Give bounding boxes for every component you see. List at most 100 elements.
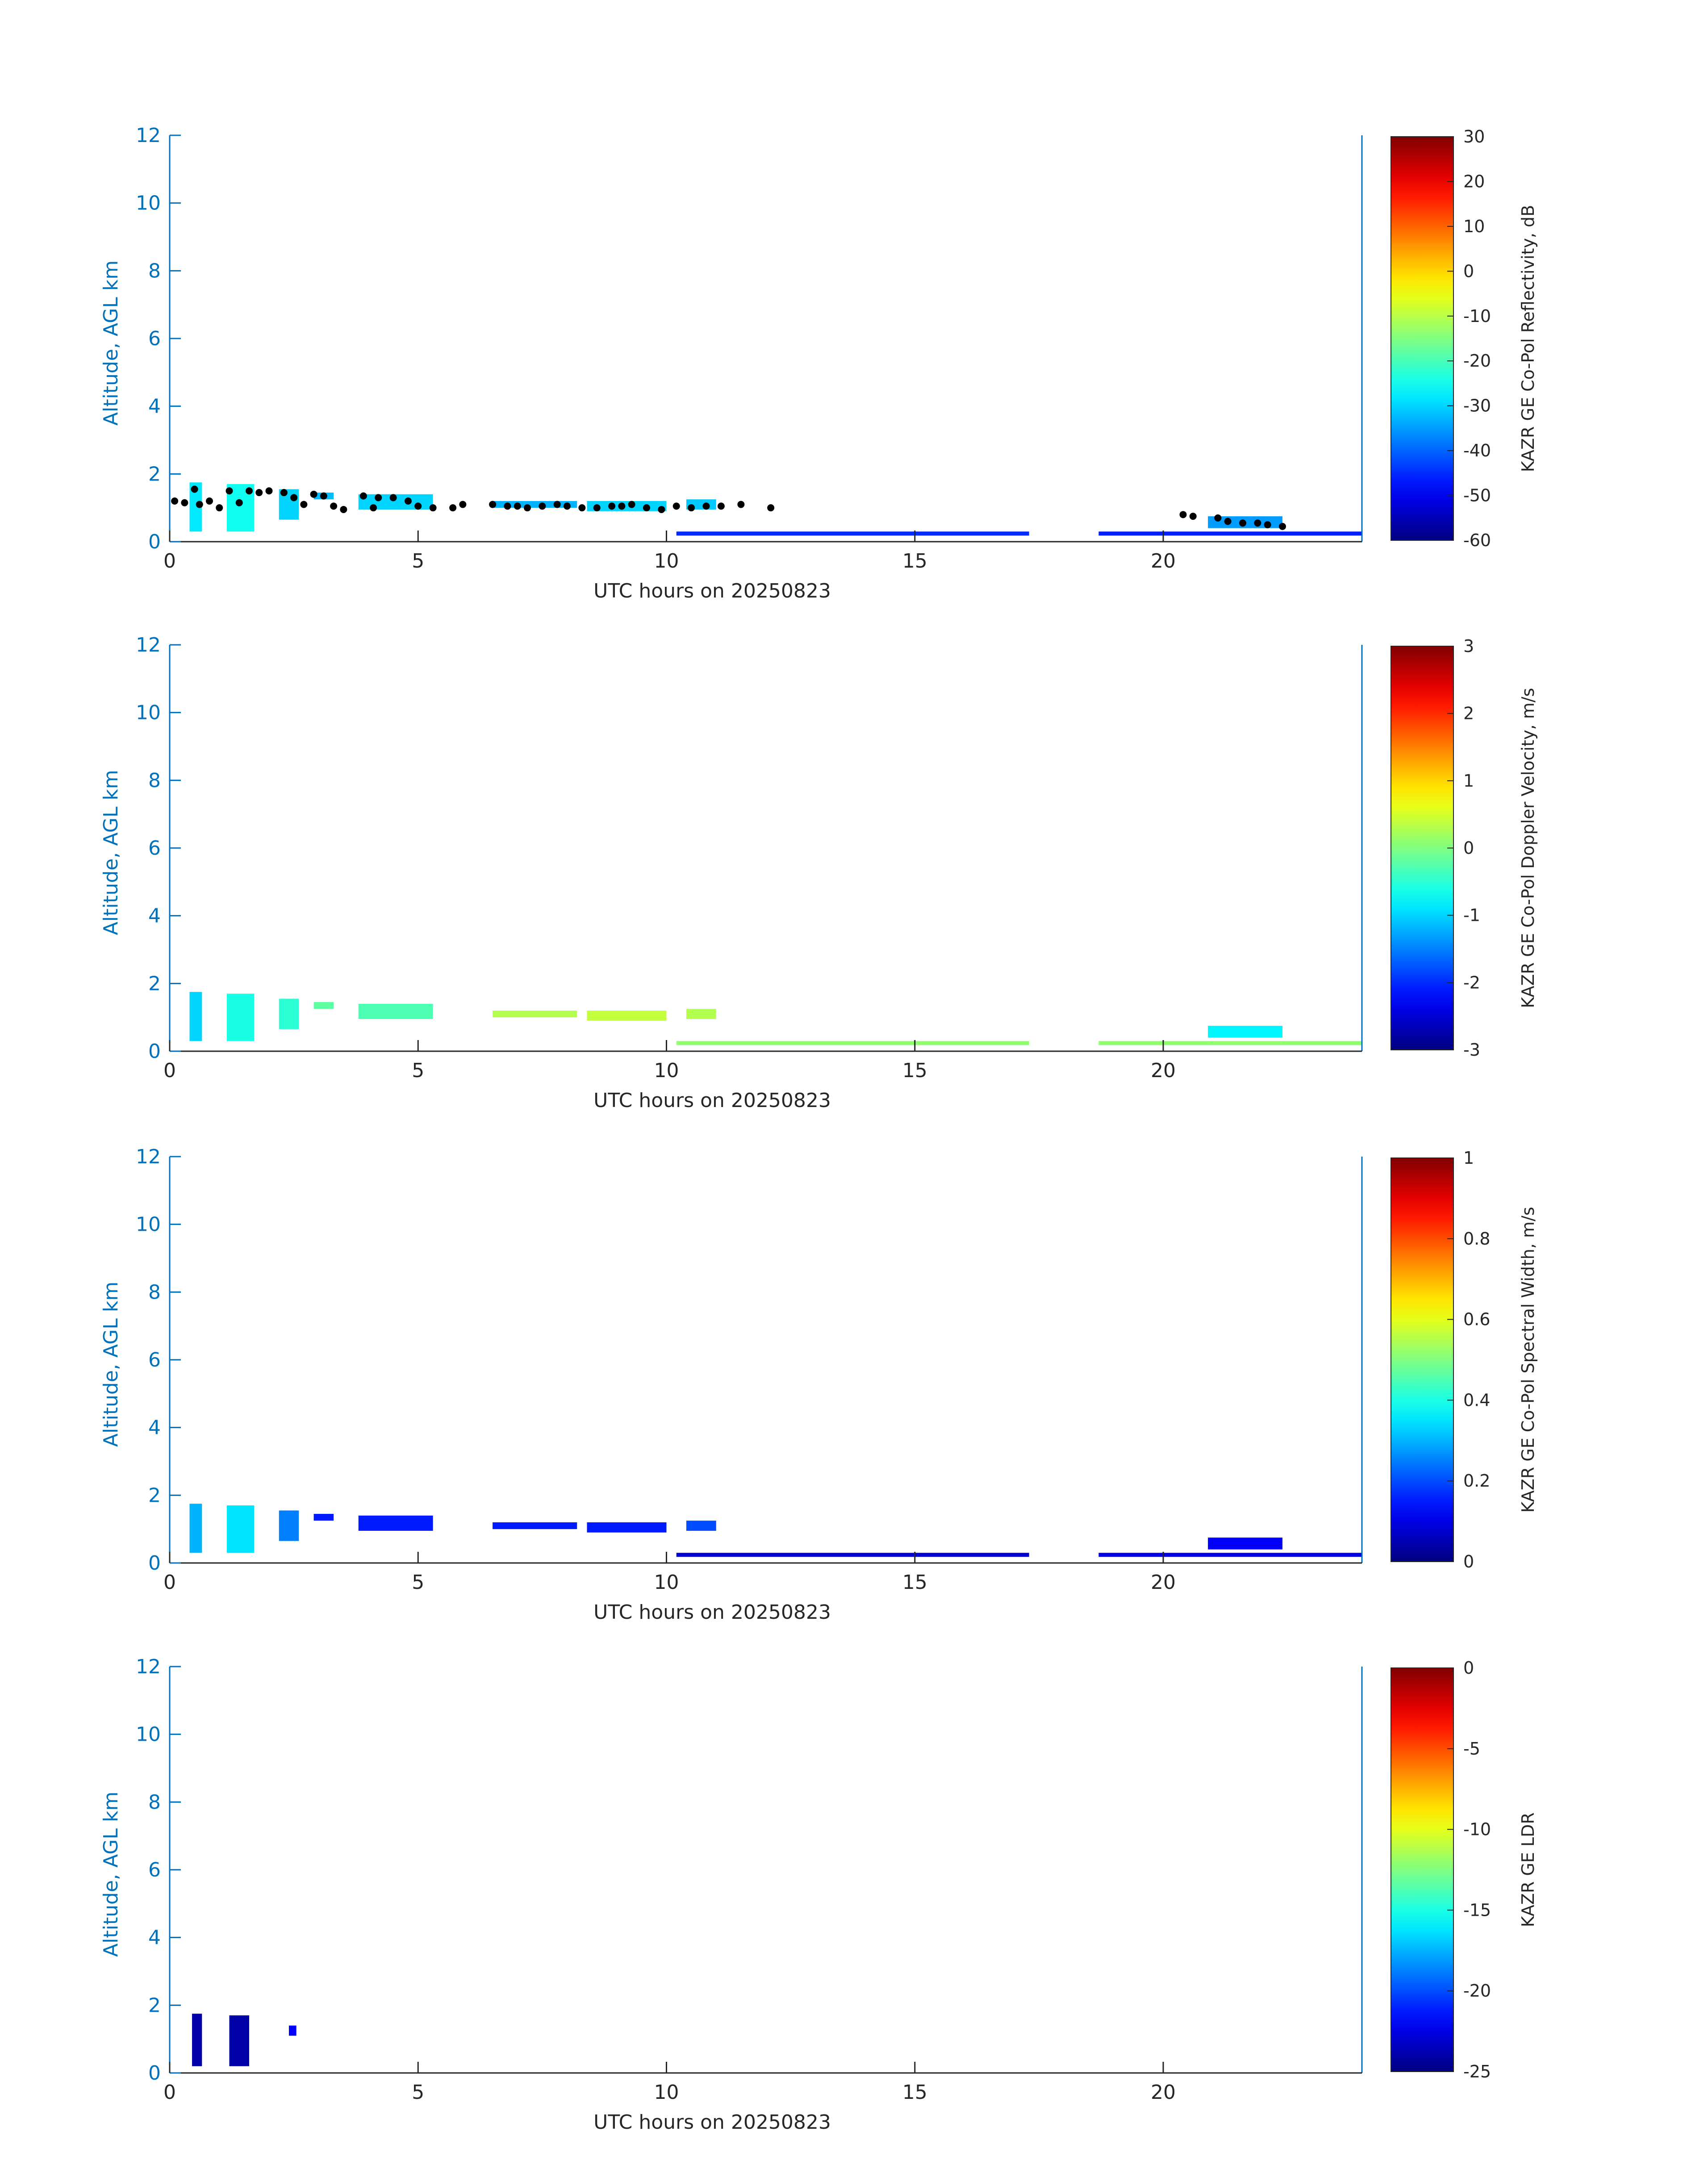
y-tick-label: 10 [136,1723,161,1746]
cloud-base-point [265,487,273,495]
echo-region [1208,1026,1282,1038]
cloud-base-point [504,502,511,510]
colorbar [1391,1667,1454,2072]
echo-region [493,1011,577,1018]
echo-layer [189,1504,1362,1557]
cloud-base-point [564,502,571,510]
cloud-base-point [1279,522,1286,530]
y-tick-label: 12 [136,1145,161,1168]
echo-region [676,531,1029,536]
y-tick-label: 6 [148,327,161,350]
y-tick-label: 8 [148,769,161,792]
echo-region [1098,1041,1362,1045]
echo-region [313,1002,334,1009]
cloud-base-point [737,501,745,508]
cloud-base-point [514,502,521,510]
y-tick-label: 12 [136,1655,161,1678]
y-tick-label: 2 [148,972,161,995]
cloud-base-point [255,489,263,497]
cloud-base-point [1214,514,1222,522]
cloud-base-point [767,504,775,512]
cloud-base-point [246,487,253,495]
cloud-base-point [553,501,561,508]
cloud-base-point [524,504,531,512]
cloud-base-point [196,501,203,508]
cloud-base-point [340,506,347,513]
cloud-base-point [489,501,497,508]
cloud-base-point [578,504,586,512]
cloud-base-point [370,504,377,512]
colorbar-tick-label: 3 [1463,636,1474,656]
y-tick-label: 4 [148,395,161,418]
colorbar-tick-label: 20 [1463,171,1485,191]
y-tick-label: 2 [148,1994,161,2017]
cloud-base-point [593,504,601,512]
echo-region [189,1504,202,1553]
x-tick-label: 0 [163,1571,176,1594]
cloud-base-point [375,494,382,501]
colorbar-tick-label: 0 [1463,1658,1474,1678]
x-tick-label: 5 [412,1571,424,1594]
cloud-base-point [414,502,422,510]
y-tick-label: 0 [148,1552,161,1575]
echo-region [1208,1538,1282,1550]
y-tick-label: 4 [148,1926,161,1949]
cloud-base-point [643,504,650,512]
y-axis-label: Altitude, AGL km [100,770,122,935]
echo-region [226,1505,255,1553]
echo-region [279,1510,299,1541]
colorbar-tick-label: -5 [1463,1739,1480,1759]
colorbar-tick-label: -25 [1463,2062,1491,2081]
cloud-base-point [1239,519,1246,527]
echo-region [493,1522,577,1529]
cloud-base-point [206,497,213,505]
colorbar-tick-label: 30 [1463,127,1485,146]
y-tick-label: 12 [136,124,161,147]
cloud-base-point [618,502,626,510]
colorbar-tick-label: 0.6 [1463,1310,1490,1329]
y-axis-label: Altitude, AGL km [100,1282,122,1447]
cloud-base-point [300,501,308,508]
y-tick-label: 2 [148,1484,161,1507]
y-tick-label: 6 [148,837,161,860]
cloud-base-point [405,497,412,505]
y-axis-label: Altitude, AGL km [100,260,122,426]
y-tick-label: 12 [136,634,161,656]
y-tick-label: 10 [136,1213,161,1236]
colorbar [1391,646,1454,1050]
echo-region [279,999,299,1029]
colorbar-label: KAZR GE Co-Pol Spectral Width, m/s [1518,1207,1538,1513]
x-tick-label: 15 [902,2081,927,2104]
echo-region [358,1003,433,1019]
echo-region [587,1522,667,1533]
colorbar-label: KAZR GE Co-Pol Doppler Velocity, m/s [1518,688,1538,1008]
echo-region [189,992,202,1041]
cloud-base-point [226,487,233,495]
x-tick-label: 0 [163,2081,176,2104]
colorbar-label: KAZR GE LDR [1518,1812,1538,1927]
y-tick-label: 0 [148,1040,161,1063]
cloud-base-point [320,492,327,500]
cloud-base-point [717,502,725,510]
echo-region [229,2015,249,2066]
echo-region [358,1515,433,1531]
y-tick-label: 8 [148,1281,161,1304]
x-tick-label: 10 [654,550,679,572]
x-tick-label: 10 [654,1059,679,1082]
colorbar [1391,1157,1454,1562]
colorbar-tick-label: 1 [1463,1148,1474,1168]
x-axis-label: UTC hours on 20250823 [593,2111,831,2134]
echo-layer [189,992,1362,1045]
colorbar-tick-label: 0.8 [1463,1229,1490,1249]
chart-panel-1: 0 2 4 6 8 10 12 0 5 10 15 20 UTC hours on 20250823 Al… [100,124,1538,602]
cloud-base-point [191,485,198,493]
cloud-base-point [290,494,298,501]
x-axis-label: UTC hours on 20250823 [593,1601,831,1624]
cloud-base-point [216,504,223,512]
cloud-base-point [672,502,680,510]
cloud-base-point [628,501,635,508]
echo-region [587,1011,667,1021]
x-tick-label: 10 [654,2081,679,2104]
colorbar-tick-label: -30 [1463,396,1491,416]
